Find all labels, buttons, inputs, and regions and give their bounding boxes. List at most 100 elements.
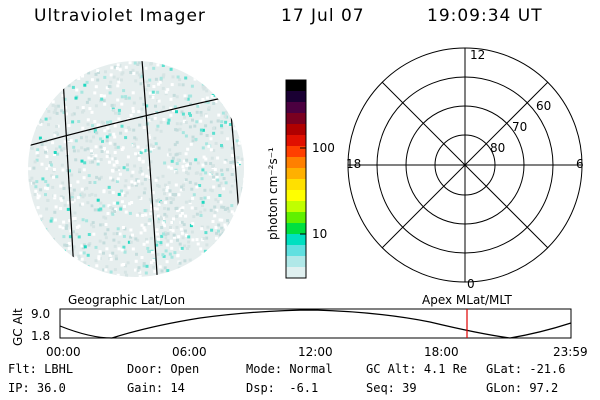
uv-speckle — [80, 159, 84, 163]
uv-speckle — [68, 219, 72, 223]
uv-speckle — [100, 150, 104, 153]
uv-speckle — [210, 94, 214, 98]
uv-speckle — [176, 209, 180, 213]
uv-speckle — [82, 251, 86, 255]
uv-speckle — [89, 154, 93, 158]
uv-speckle — [199, 197, 203, 200]
uv-speckle — [37, 194, 41, 198]
info-door: Door: Open — [127, 362, 199, 376]
uv-speckle — [169, 201, 173, 205]
uv-speckle — [209, 208, 213, 212]
uv-speckle — [206, 225, 210, 229]
uv-speckle — [171, 193, 175, 196]
uv-speckle — [103, 75, 107, 79]
uv-speckle — [224, 273, 228, 277]
uv-speckle — [156, 214, 160, 218]
uv-speckle — [87, 243, 91, 247]
uv-speckle — [146, 148, 150, 152]
uv-speckle — [174, 128, 178, 132]
uv-speckle — [40, 162, 44, 166]
uv-speckle — [213, 210, 217, 214]
uv-speckle — [50, 174, 54, 178]
uv-speckle — [134, 259, 138, 263]
uv-speckle — [194, 182, 198, 186]
uv-speckle — [122, 166, 126, 170]
uv-speckle — [239, 79, 243, 83]
uv-speckle — [31, 69, 35, 73]
uv-speckle — [67, 69, 71, 73]
uv-speckle — [115, 167, 119, 171]
uv-speckle — [224, 246, 228, 250]
uv-speckle — [51, 259, 55, 263]
uv-speckle — [212, 149, 216, 153]
uv-speckle — [156, 176, 160, 180]
uv-speckle — [32, 268, 36, 272]
uv-speckle — [67, 169, 71, 173]
uv-speckle — [163, 266, 167, 270]
uv-speckle — [164, 236, 168, 240]
uv-speckle — [205, 114, 208, 118]
uv-speckle — [164, 201, 168, 205]
uv-speckle — [169, 67, 173, 71]
uv-speckle — [31, 268, 34, 272]
uv-speckle — [134, 137, 138, 141]
uv-speckle — [242, 77, 244, 81]
uv-speckle — [90, 78, 94, 82]
uv-speckle — [170, 255, 174, 259]
uv-speckle — [60, 260, 64, 264]
uv-speckle — [221, 257, 225, 261]
uv-speckle — [66, 255, 70, 259]
uv-speckle — [232, 212, 236, 216]
uv-speckle — [223, 160, 227, 164]
info-value: LBHL — [44, 362, 74, 376]
uv-speckle — [209, 85, 213, 89]
uv-speckle — [176, 75, 180, 79]
uv-speckle — [155, 128, 159, 132]
uv-speckle — [134, 237, 138, 241]
info-label: Gain: — [127, 381, 164, 395]
uv-speckle — [118, 68, 122, 72]
uv-speckle — [123, 184, 127, 188]
uv-speckle — [90, 156, 94, 160]
uv-speckle — [127, 240, 131, 244]
uv-speckle — [106, 228, 110, 232]
uv-speckle — [234, 76, 237, 80]
uv-speckle — [229, 161, 233, 164]
uv-speckle — [53, 151, 57, 154]
uv-speckle — [172, 93, 176, 97]
uv-speckle — [30, 146, 34, 150]
uv-speckle — [180, 211, 184, 215]
uv-speckle — [51, 87, 55, 91]
uv-speckle — [194, 137, 198, 141]
uv-speckle — [156, 124, 160, 128]
uv-speckle — [108, 254, 112, 258]
uv-speckle — [148, 136, 151, 139]
uv-speckle — [120, 102, 124, 106]
uv-speckle — [120, 148, 124, 151]
uv-speckle — [183, 94, 187, 98]
uv-speckle — [51, 80, 55, 84]
uv-speckle — [156, 183, 160, 187]
uv-speckle — [175, 214, 178, 218]
uv-speckle — [150, 250, 154, 254]
uv-speckle — [135, 213, 139, 217]
uv-speckle — [212, 126, 215, 130]
uv-speckle — [238, 160, 242, 164]
mlt-label-6: 6 — [576, 157, 584, 171]
uv-speckle — [165, 197, 169, 201]
uv-speckle — [139, 82, 143, 86]
uv-speckle — [62, 186, 66, 190]
uv-speckle — [86, 267, 90, 271]
uv-speckle — [51, 237, 55, 241]
uv-speckle — [146, 246, 150, 250]
uv-speckle — [108, 141, 112, 145]
uv-speckle — [120, 95, 124, 99]
uv-speckle — [76, 196, 80, 200]
uv-speckle — [37, 81, 41, 85]
uv-speckle — [115, 161, 119, 164]
uv-speckle — [175, 225, 179, 229]
uv-speckle — [215, 267, 219, 271]
uv-speckle — [218, 218, 222, 222]
uv-speckle — [47, 65, 51, 69]
uv-speckle — [212, 175, 215, 179]
